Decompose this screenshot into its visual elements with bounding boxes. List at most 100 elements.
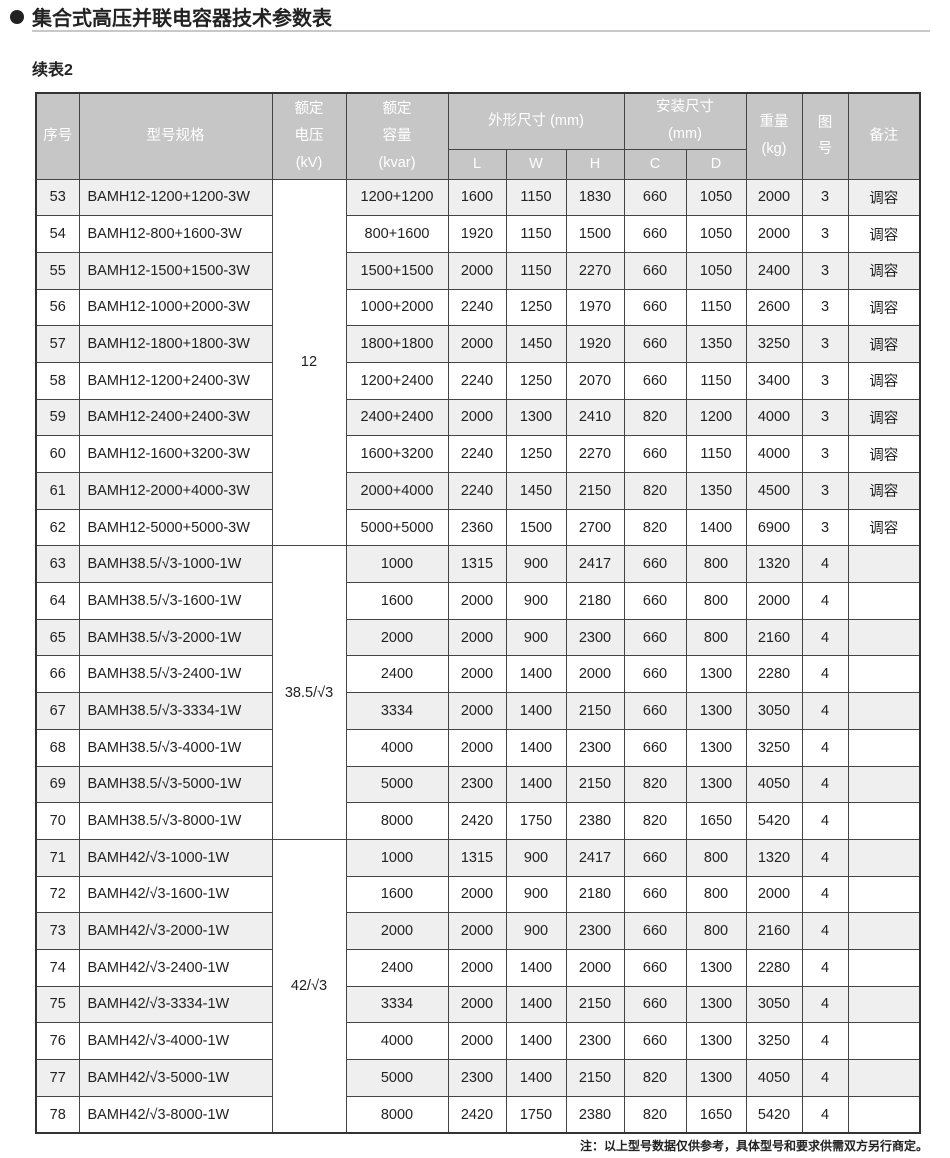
capacity-cell: 800+1600 <box>345 215 449 253</box>
weight-cell: 4050 <box>745 1059 803 1097</box>
voltage-cell: 12 <box>271 178 347 547</box>
length-cell: 2000 <box>447 1022 507 1060</box>
width-cell: 1400 <box>505 765 567 804</box>
figure-no-cell: 4 <box>801 1059 849 1097</box>
length-cell: 1600 <box>447 178 507 217</box>
height-cell: 2180 <box>565 582 625 620</box>
weight-cell: 2280 <box>745 948 803 987</box>
model-cell: BAMH42/√3-1600-1W <box>78 875 273 914</box>
width-cell: 1750 <box>505 802 567 840</box>
weight-cell: 3250 <box>745 728 803 767</box>
install-d-cell: 1650 <box>685 802 747 840</box>
remark-cell <box>847 728 921 767</box>
row-number-cell: 66 <box>35 655 80 694</box>
weight-cell: 3400 <box>745 361 803 400</box>
header-weight: 重量 (kg) <box>745 92 803 180</box>
row-number-cell: 76 <box>35 1022 80 1060</box>
figure-no-cell: 3 <box>801 215 849 253</box>
table-row: 55 BAMH12-1500+1500-3W 1500+1500 2000 1150 22… <box>35 251 921 290</box>
row-number-cell: 67 <box>35 692 80 730</box>
capacity-cell: 2400 <box>345 655 449 694</box>
height-cell: 2000 <box>565 948 625 987</box>
length-cell: 2000 <box>447 325 507 363</box>
height-cell: 2417 <box>565 545 625 584</box>
table-body: 53 BAMH12-1200+1200-3W 12 1200+1200 1600 1150… <box>35 178 921 1134</box>
header-capacity: 额定 容量 (kvar) <box>345 92 449 180</box>
figure-no-cell: 3 <box>801 472 849 510</box>
figure-no-cell: 4 <box>801 948 849 987</box>
capacity-cell: 5000 <box>345 1059 449 1097</box>
model-cell: BAMH38.5/√3-2400-1W <box>78 655 273 694</box>
length-cell: 2000 <box>447 582 507 620</box>
install-d-cell: 1150 <box>685 361 747 400</box>
table-row: 71 BAMH42/√3-1000-1W 42/√3 1000 1315 900 2417 6… <box>35 838 921 1134</box>
model-cell: BAMH12-800+1600-3W <box>78 215 273 253</box>
row-number-cell: 58 <box>35 361 80 400</box>
weight-cell: 4050 <box>745 765 803 804</box>
install-d-cell: 1300 <box>685 728 747 767</box>
model-cell: BAMH38.5/√3-5000-1W <box>78 765 273 804</box>
remark-cell: 调容 <box>847 508 921 547</box>
length-cell: 1315 <box>447 838 507 877</box>
capacity-cell: 1500+1500 <box>345 251 449 290</box>
header-C: C <box>623 148 687 180</box>
figure-no-cell: 4 <box>801 875 849 914</box>
model-cell: BAMH12-1200+2400-3W <box>78 361 273 400</box>
table-row: 70 BAMH38.5/√3-8000-1W 8000 2420 1750 2380 820… <box>35 802 921 840</box>
figure-no-cell: 3 <box>801 398 849 437</box>
length-cell: 2240 <box>447 361 507 400</box>
length-cell: 2000 <box>447 618 507 657</box>
figure-no-cell: 3 <box>801 435 849 473</box>
remark-cell: 调容 <box>847 178 921 217</box>
length-cell: 2300 <box>447 765 507 804</box>
figure-no-cell: 4 <box>801 1022 849 1060</box>
install-c-cell: 660 <box>623 288 687 327</box>
capacity-cell: 1000 <box>345 838 449 877</box>
header-no: 序号 <box>35 92 80 180</box>
row-number-cell: 63 <box>35 545 80 584</box>
capacity-cell: 1600 <box>345 582 449 620</box>
height-cell: 2000 <box>565 655 625 694</box>
header-remark: 备注 <box>847 92 921 180</box>
remark-cell <box>847 1022 921 1060</box>
header-model: 型号规格 <box>78 92 273 180</box>
install-d-cell: 1150 <box>685 435 747 473</box>
install-c-cell: 660 <box>623 838 687 877</box>
remark-cell: 调容 <box>847 251 921 290</box>
figure-no-cell: 3 <box>801 325 849 363</box>
model-cell: BAMH42/√3-8000-1W <box>78 1095 273 1134</box>
figure-no-cell: 4 <box>801 545 849 584</box>
table-row: 65 BAMH38.5/√3-2000-1W 2000 2000 900 2300 660 8… <box>35 618 921 657</box>
table-row: 67 BAMH38.5/√3-3334-1W 3334 2000 1400 2150 660… <box>35 692 921 730</box>
capacity-cell: 4000 <box>345 1022 449 1060</box>
table-row: 62 BAMH12-5000+5000-3W 5000+5000 2360 1500 27… <box>35 508 921 547</box>
length-cell: 2240 <box>447 288 507 327</box>
weight-cell: 2000 <box>745 875 803 914</box>
figure-no-cell: 4 <box>801 802 849 840</box>
weight-cell: 3250 <box>745 1022 803 1060</box>
weight-cell: 2000 <box>745 178 803 217</box>
remark-cell <box>847 618 921 657</box>
install-c-cell: 660 <box>623 948 687 987</box>
weight-cell: 6900 <box>745 508 803 547</box>
install-d-cell: 800 <box>685 545 747 584</box>
model-cell: BAMH38.5/√3-4000-1W <box>78 728 273 767</box>
row-number-cell: 53 <box>35 178 80 217</box>
model-cell: BAMH12-1800+1800-3W <box>78 325 273 363</box>
width-cell: 1750 <box>505 1095 567 1134</box>
capacity-cell: 2000 <box>345 912 449 950</box>
model-cell: BAMH38.5/√3-3334-1W <box>78 692 273 730</box>
weight-cell: 2000 <box>745 215 803 253</box>
model-cell: BAMH42/√3-3334-1W <box>78 985 273 1024</box>
table-row: 54 BAMH12-800+1600-3W 800+1600 1920 1150 1500… <box>35 215 921 253</box>
capacity-cell: 5000 <box>345 765 449 804</box>
table-row: 76 BAMH42/√3-4000-1W 4000 2000 1400 2300 660 13… <box>35 1022 921 1060</box>
figure-no-cell: 3 <box>801 251 849 290</box>
model-cell: BAMH38.5/√3-1600-1W <box>78 582 273 620</box>
weight-cell: 3250 <box>745 325 803 363</box>
remark-cell <box>847 802 921 840</box>
table-row: 61 BAMH12-2000+4000-3W 2000+4000 2240 1450 21… <box>35 472 921 510</box>
install-c-cell: 660 <box>623 875 687 914</box>
install-d-cell: 800 <box>685 875 747 914</box>
install-d-cell: 1300 <box>685 1059 747 1097</box>
